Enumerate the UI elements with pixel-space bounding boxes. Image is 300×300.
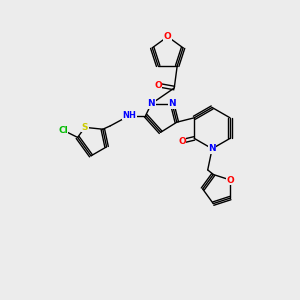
Text: N: N	[148, 99, 155, 108]
Text: O: O	[164, 32, 172, 41]
Text: S: S	[82, 123, 88, 132]
Text: O: O	[178, 137, 186, 146]
Text: N: N	[208, 144, 216, 153]
Text: O: O	[154, 81, 162, 90]
Text: NH: NH	[122, 111, 136, 120]
Text: N: N	[168, 99, 176, 108]
Text: Cl: Cl	[58, 126, 68, 135]
Text: O: O	[226, 176, 234, 184]
